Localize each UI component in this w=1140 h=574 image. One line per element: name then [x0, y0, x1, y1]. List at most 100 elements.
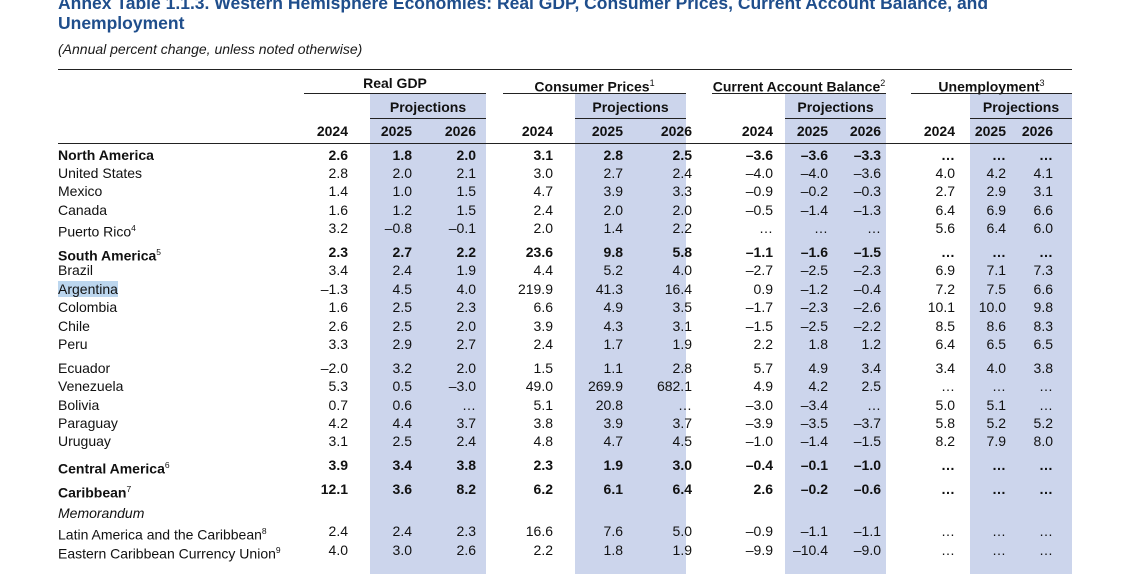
row-name: Venezuela [58, 378, 124, 394]
projections-label: Projections [797, 99, 874, 115]
table-cell: 16.4 [664, 281, 692, 297]
column-group-header: Unemployment3 [911, 75, 1072, 95]
table-cell: 5.7 [753, 360, 773, 376]
year-header: 2026 [444, 123, 476, 139]
table-cell: 2.3 [533, 457, 553, 473]
table-cell: 1.9 [456, 262, 476, 278]
table-cell: 4.0 [672, 262, 692, 278]
table-cell: –0.4 [745, 457, 773, 473]
table-cell: 1.4 [328, 183, 348, 199]
table-cell: –3.5 [800, 415, 828, 431]
row-name: Uruguay [58, 433, 111, 449]
table-cell: 2.5 [861, 378, 881, 394]
table-cell: 1.6 [328, 299, 348, 315]
table-cell: –3.6 [853, 165, 881, 181]
table-cell: … [992, 481, 1006, 497]
table-cell: 4.2 [808, 378, 828, 394]
table-cell: 2.4 [672, 165, 692, 181]
table-cell: –1.4 [800, 202, 828, 218]
table-cell: 49.0 [525, 378, 553, 394]
table-cell: 3.1 [1033, 183, 1053, 199]
table-cell: 3.7 [672, 415, 692, 431]
table-cell: 5.2 [1033, 415, 1053, 431]
table-cell: … [941, 542, 955, 558]
table-cell: –1.5 [745, 318, 773, 334]
table-cell: 4.2 [328, 415, 348, 431]
table-cell: 2.0 [603, 202, 623, 218]
row-label-puerto-rico: Puerto Rico4 [58, 220, 136, 241]
row-name: Ecuador [58, 360, 111, 376]
table-cell: –0.8 [384, 220, 412, 236]
row-label-ecuador: Ecuador [58, 360, 110, 377]
table-cell: 2.0 [456, 318, 476, 334]
column-group-label: Consumer Prices [534, 78, 650, 95]
table-cell: 5.3 [328, 378, 348, 394]
row-label-mexico: Mexico [58, 183, 102, 200]
table-cell: 7.6 [603, 523, 623, 539]
year-header: 2025 [591, 123, 623, 139]
table-cell: … [941, 244, 955, 260]
table-cell: 2.9 [392, 336, 412, 352]
table-cell: … [992, 244, 1006, 260]
row-label-caribbean: Caribbean7 [58, 481, 131, 502]
group-rule [503, 93, 686, 94]
table-cell: … [867, 397, 881, 413]
table-cell: 4.4 [533, 262, 553, 278]
row-name: Colombia [58, 299, 118, 315]
table-cell: 1.5 [456, 183, 476, 199]
table-cell: 3.3 [672, 183, 692, 199]
table-cell: –3.9 [745, 415, 773, 431]
table-cell: 7.3 [1033, 262, 1053, 278]
row-name: Bolivia [58, 397, 100, 413]
table-cell: 6.6 [1033, 202, 1053, 218]
table-cell: 9.8 [603, 244, 623, 260]
table-cell: 6.5 [1033, 336, 1053, 352]
projection-shading [370, 94, 486, 574]
footnote-marker: 6 [164, 460, 170, 470]
table-cell: 4.9 [808, 360, 828, 376]
table-cell: 5.8 [672, 244, 692, 260]
table-cell: 1.8 [603, 542, 623, 558]
table-cell: 0.6 [392, 397, 412, 413]
table-cell: –0.1 [800, 457, 828, 473]
table-cell: –1.2 [800, 281, 828, 297]
row-label-chile: Chile [58, 318, 90, 335]
column-group-label: Current Account Balance [712, 78, 881, 95]
table-cell: –1.0 [745, 433, 773, 449]
table-cell: 7.9 [986, 433, 1006, 449]
table-cell: 4.7 [533, 183, 553, 199]
footnote-marker: 8 [261, 526, 267, 536]
table-cell: 2.4 [392, 523, 412, 539]
projections-rule [370, 118, 486, 119]
table-cell: 1.2 [392, 202, 412, 218]
table-cell: 2.0 [456, 360, 476, 376]
table-cell: 5.1 [533, 397, 553, 413]
table-cell: 6.4 [986, 220, 1006, 236]
table-cell: … [1039, 542, 1053, 558]
table-cell: 2.4 [533, 202, 553, 218]
table-cell: 6.6 [1033, 281, 1053, 297]
table-cell: … [867, 220, 881, 236]
table-subtitle: (Annual percent change, unless noted oth… [58, 41, 363, 57]
row-label-uruguay: Uruguay [58, 433, 111, 450]
year-header: 2025 [796, 123, 828, 139]
table-cell: 2.0 [533, 220, 553, 236]
table-cell: 4.0 [935, 165, 955, 181]
table-cell: 3.6 [392, 481, 412, 497]
row-name: United States [58, 165, 143, 181]
table-cell: 5.2 [986, 415, 1006, 431]
table-cell: 2.1 [456, 165, 476, 181]
table-cell: –1.1 [800, 523, 828, 539]
table-cell: –1.1 [853, 523, 881, 539]
row-label-argentina: Argentina [58, 281, 118, 298]
row-name: North America [58, 147, 154, 163]
row-name: Puerto Rico [58, 223, 132, 240]
column-group-header: Consumer Prices1 [503, 75, 686, 95]
row-name: Brazil [58, 262, 94, 278]
year-header: 2024 [316, 123, 348, 139]
table-cell: 2.2 [672, 220, 692, 236]
table-cell: 3.4 [935, 360, 955, 376]
table-cell: 682.1 [656, 378, 692, 394]
table-cell: 2.6 [753, 481, 773, 497]
table-cell: –3.0 [745, 397, 773, 413]
